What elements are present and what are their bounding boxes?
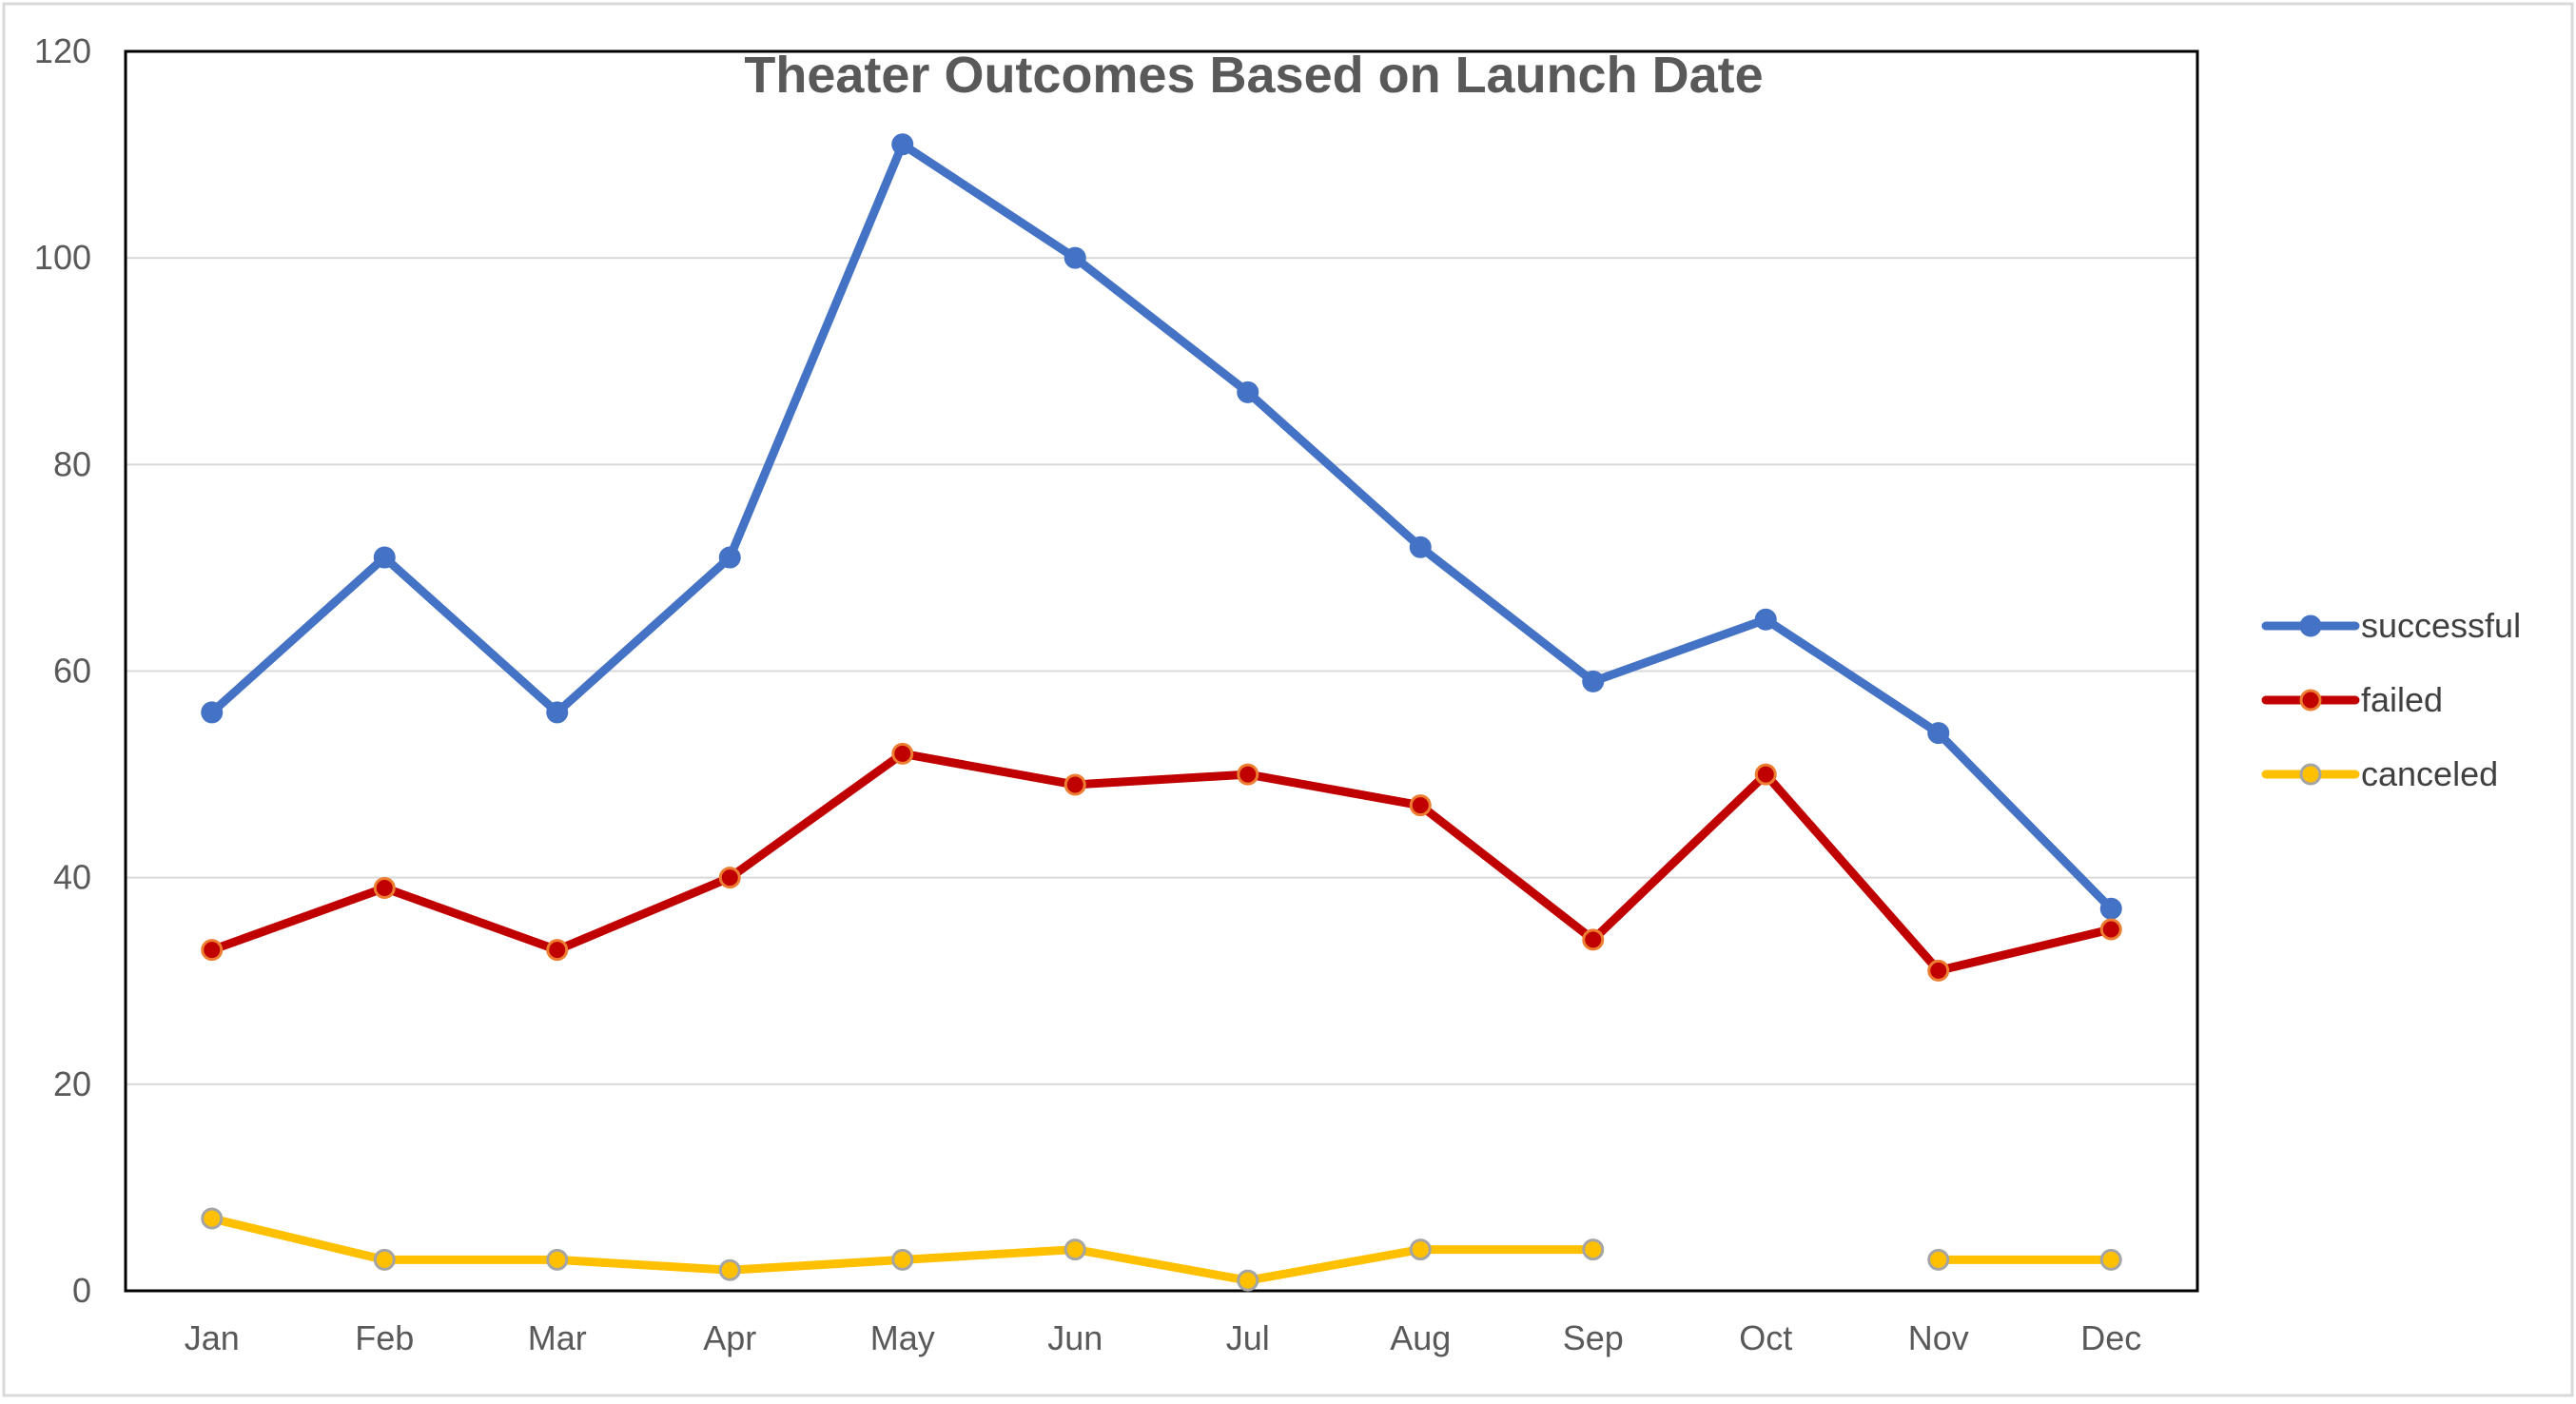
data-point-failed [718, 867, 741, 889]
series-line-failed [207, 749, 2116, 975]
x-tick-label: Jul [1226, 1318, 1270, 1357]
chart-title: Theater Outcomes Based on Launch Date [744, 47, 1763, 104]
y-tick-label: 80 [53, 444, 91, 483]
legend-label: failed [2361, 680, 2443, 719]
data-point-failed [1582, 928, 1605, 951]
legend-item-failed: failed [2261, 680, 2443, 719]
data-point-successful [891, 133, 914, 156]
x-tick-label: Apr [703, 1318, 756, 1357]
data-point-successful [1409, 536, 1432, 558]
series-lines [201, 133, 2122, 1292]
data-point-successful [718, 546, 741, 569]
x-tick-label: Dec [2080, 1318, 2141, 1357]
legend-swatch-marker [2299, 614, 2322, 637]
data-point-canceled [546, 1248, 569, 1271]
legend-swatch-marker [2299, 763, 2322, 786]
data-point-successful [2099, 897, 2122, 920]
series-canceled [201, 1207, 2122, 1292]
data-point-failed [1927, 959, 1950, 982]
legend-label: canceled [2361, 754, 2498, 793]
data-point-canceled [1237, 1269, 1259, 1292]
data-point-failed [1064, 773, 1086, 796]
data-point-successful [1582, 670, 1605, 692]
data-point-successful [373, 546, 396, 569]
data-point-failed [1754, 763, 1777, 786]
data-point-failed [1237, 763, 1259, 786]
data-point-successful [1754, 608, 1777, 631]
x-tick-label: Oct [1739, 1318, 1792, 1357]
data-point-canceled [2099, 1248, 2122, 1271]
x-tick-label: May [870, 1318, 935, 1357]
legend-item-successful: successful [2261, 606, 2521, 645]
data-point-successful [1927, 722, 1950, 745]
data-point-canceled [373, 1248, 396, 1271]
series-successful [201, 133, 2122, 920]
legend-item-canceled: canceled [2261, 754, 2498, 793]
x-tick-label: Feb [355, 1318, 414, 1357]
data-point-successful [546, 701, 569, 724]
legend-label: successful [2361, 606, 2521, 645]
y-tick-label: 120 [34, 31, 91, 70]
data-point-canceled [201, 1207, 224, 1230]
data-point-failed [2099, 918, 2122, 941]
y-tick-label: 40 [53, 858, 91, 897]
data-point-successful [201, 701, 224, 724]
data-point-successful [1237, 380, 1259, 403]
data-point-canceled [1409, 1238, 1432, 1261]
x-tick-label: Nov [1908, 1318, 1969, 1357]
data-point-canceled [1582, 1238, 1605, 1261]
data-point-canceled [891, 1248, 914, 1271]
axes: 0 20 40 60 80 100 120 Jan Feb Mar Apr May Jun Jul Aug S… [34, 31, 2141, 1357]
x-tick-label: Sep [1563, 1318, 1624, 1357]
data-point-failed [891, 742, 914, 765]
data-point-failed [373, 877, 396, 900]
plot-area-border [124, 49, 2199, 1293]
x-tick-label: Mar [528, 1318, 587, 1357]
y-tick-label: 100 [34, 238, 91, 277]
series-line-successful [207, 140, 2116, 913]
data-point-failed [201, 939, 224, 962]
x-tick-label: Aug [1390, 1318, 1451, 1357]
data-point-successful [1064, 246, 1086, 269]
series-failed [201, 742, 2122, 982]
data-point-failed [1409, 794, 1432, 817]
x-tick-label: Jun [1047, 1318, 1103, 1357]
data-point-failed [546, 939, 569, 962]
y-tick-label: 0 [72, 1271, 91, 1310]
legend-swatch-marker [2299, 689, 2322, 712]
x-tick-label: Jan [185, 1318, 240, 1357]
data-point-canceled [718, 1258, 741, 1281]
legend: successful failed canceled [2261, 606, 2521, 793]
y-tick-label: 20 [53, 1064, 91, 1103]
data-point-canceled [1927, 1248, 1950, 1271]
y-tick-label: 60 [53, 652, 91, 691]
data-point-canceled [1064, 1238, 1086, 1261]
